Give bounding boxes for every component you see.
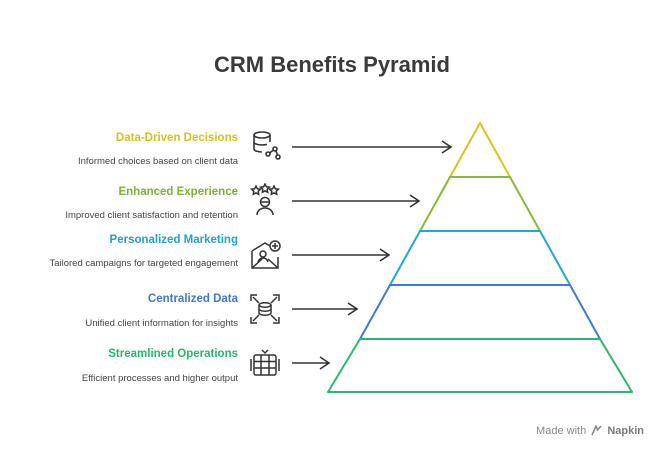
- level-4-arrow: [292, 302, 359, 316]
- level-2-title: Enhanced Experience: [118, 186, 238, 198]
- level-2-description: Improved client satisfaction and retenti…: [65, 210, 238, 221]
- personalized-mail-icon: [248, 237, 282, 271]
- database-network-icon: [248, 128, 282, 162]
- napkin-logo-icon: [591, 423, 602, 439]
- level-1-description: Informed choices based on client data: [77, 156, 238, 167]
- page-title: CRM Benefits Pyramid: [214, 52, 450, 77]
- level-4-description: Unified client information for insights: [85, 318, 238, 329]
- level-2-arrow: [292, 194, 421, 208]
- level-3-title: Personalized Marketing: [109, 234, 238, 246]
- level-3-description: Tailored campaigns for targeted engageme…: [49, 258, 238, 269]
- level-5-arrow: [292, 356, 331, 370]
- footer-brand: Napkin: [607, 425, 644, 437]
- level-1-arrow: [292, 140, 453, 154]
- user-stars-icon: [248, 182, 282, 217]
- level-3-arrow: [292, 248, 391, 262]
- level-4-title: Centralized Data: [147, 293, 238, 305]
- level-5-title: Streamlined Operations: [108, 348, 238, 360]
- level-5-description: Efficient processes and higher output: [81, 373, 238, 384]
- centralized-database-icon: [248, 292, 282, 326]
- level-1-title: Data-Driven Decisions: [115, 132, 238, 144]
- footer-prefix: Made with: [536, 425, 587, 437]
- pyramid-tier-1: [449, 122, 511, 178]
- streamlined-server-icon: [248, 346, 282, 380]
- pyramid-tier-3: [389, 230, 571, 286]
- pyramid-tier-4: [359, 284, 601, 340]
- pyramid-tier-2: [419, 176, 541, 232]
- pyramid-tier-5: [327, 338, 633, 393]
- made-with-napkin-footer[interactable]: Made with Napkin: [536, 423, 644, 439]
